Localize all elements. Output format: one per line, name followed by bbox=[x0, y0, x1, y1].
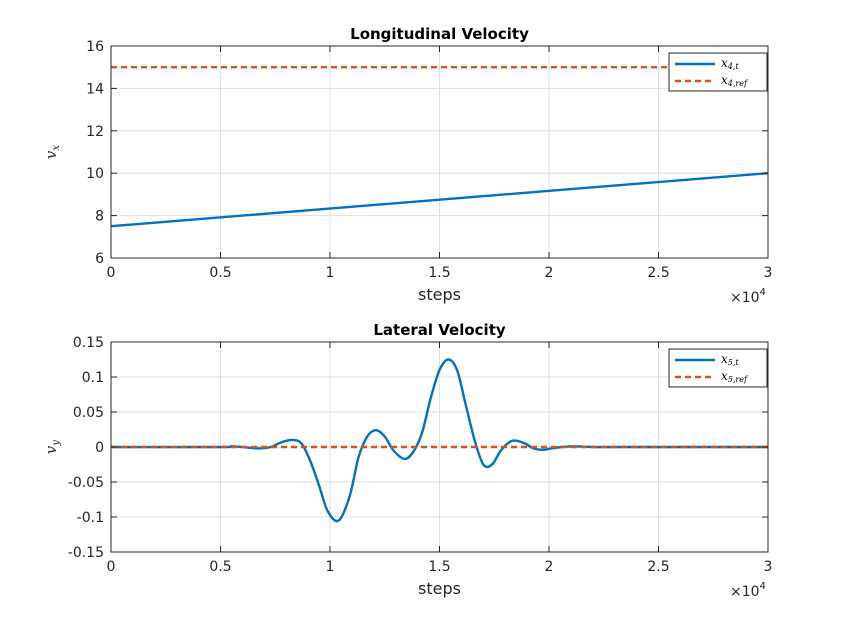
lateral-legend: x5,tx5,ref bbox=[668, 348, 768, 388]
x-tick-label: 0.5 bbox=[209, 265, 231, 281]
x-axis-multiplier-base: ×10 bbox=[730, 290, 760, 306]
legend-entry-subscript: 4,t bbox=[727, 62, 740, 71]
y-tick-label: 0.1 bbox=[82, 370, 104, 386]
y-tick-label: -0.05 bbox=[68, 475, 104, 491]
longitudinal-chart-title: Longitudinal Velocity bbox=[350, 25, 529, 43]
x-tick-label: 2 bbox=[545, 559, 554, 575]
x-axis-multiplier: ×104 bbox=[730, 581, 766, 600]
y-tick-label: 6 bbox=[95, 251, 104, 267]
legend-box bbox=[668, 348, 768, 388]
y-tick-label: 8 bbox=[95, 209, 104, 225]
x-axis-label: steps bbox=[418, 285, 461, 304]
lateral-velocity-plot: 0 0.5 1 1.5 2 2.5 3 -0.15 -0.1 -0.05 0 0.05 0.1 0.15 L… bbox=[42, 321, 772, 600]
y-tick-label: 12 bbox=[86, 124, 104, 140]
y-axis-label: vy bbox=[42, 440, 62, 454]
x-axis-multiplier-base: ×10 bbox=[730, 584, 760, 600]
x-tick-label: 0 bbox=[107, 559, 116, 575]
legend-entry-label: x4,ref bbox=[721, 73, 749, 88]
legend-entry-main: x bbox=[721, 352, 728, 366]
lateral-chart-title: Lateral Velocity bbox=[373, 321, 506, 339]
legend-entry-subscript: 4,ref bbox=[727, 79, 749, 88]
legend-entry-label: x5,ref bbox=[721, 369, 749, 384]
longitudinal-legend: x4,tx4,ref bbox=[668, 52, 768, 92]
y-tick-label: 16 bbox=[86, 39, 104, 55]
y-axis-label-main: v bbox=[42, 445, 60, 454]
x-axis-multiplier-exponent: 4 bbox=[760, 287, 766, 298]
lateral-series-actual-line bbox=[111, 358, 768, 523]
x-axis-multiplier: ×104 bbox=[730, 287, 766, 306]
x-axis-multiplier-exponent: 4 bbox=[760, 581, 766, 592]
legend-entry-main: x bbox=[721, 56, 728, 70]
x-tick-label: 0 bbox=[107, 265, 116, 281]
legend-entry-label: x4,t bbox=[721, 56, 739, 71]
legend-entry-main: x bbox=[721, 73, 728, 87]
legend-entry-label: x5,t bbox=[721, 352, 739, 367]
y-tick-label: 0.15 bbox=[73, 335, 104, 351]
legend-box bbox=[668, 52, 768, 92]
y-axis-label-main: v bbox=[42, 150, 60, 159]
y-tick-label: -0.1 bbox=[77, 510, 104, 526]
x-tick-label: 2.5 bbox=[647, 559, 669, 575]
x-tick-label: 1 bbox=[326, 559, 335, 575]
x-tick-label: 1 bbox=[326, 265, 335, 281]
x-tick-label: 1.5 bbox=[428, 559, 450, 575]
x-tick-label: 2 bbox=[545, 265, 554, 281]
longitudinal-velocity-plot: 0 0.5 1 1.5 2 2.5 3 6 8 10 12 14 16 Longitudinal Velo… bbox=[42, 25, 772, 306]
y-tick-label: 0.05 bbox=[73, 405, 104, 421]
y-axis-label: vx bbox=[42, 145, 62, 159]
longitudinal-series-actual-line bbox=[111, 172, 768, 228]
x-tick-label: 1.5 bbox=[428, 265, 450, 281]
x-axis-label: steps bbox=[418, 579, 461, 598]
x-tick-label: 2.5 bbox=[647, 265, 669, 281]
y-tick-label: 0 bbox=[95, 440, 104, 456]
y-tick-label: 10 bbox=[86, 166, 104, 182]
y-axis-label-subscript: x bbox=[51, 145, 62, 151]
x-tick-label: 3 bbox=[764, 265, 773, 281]
y-tick-label: -0.15 bbox=[68, 545, 104, 561]
legend-entry-main: x bbox=[721, 369, 728, 383]
x-tick-label: 3 bbox=[764, 559, 773, 575]
legend-entry-subscript: 5,t bbox=[728, 358, 740, 367]
y-axis-label-subscript: y bbox=[51, 440, 62, 447]
legend-entry-subscript: 5,ref bbox=[728, 375, 749, 384]
x-tick-label: 0.5 bbox=[209, 559, 231, 575]
y-tick-label: 14 bbox=[86, 81, 104, 97]
